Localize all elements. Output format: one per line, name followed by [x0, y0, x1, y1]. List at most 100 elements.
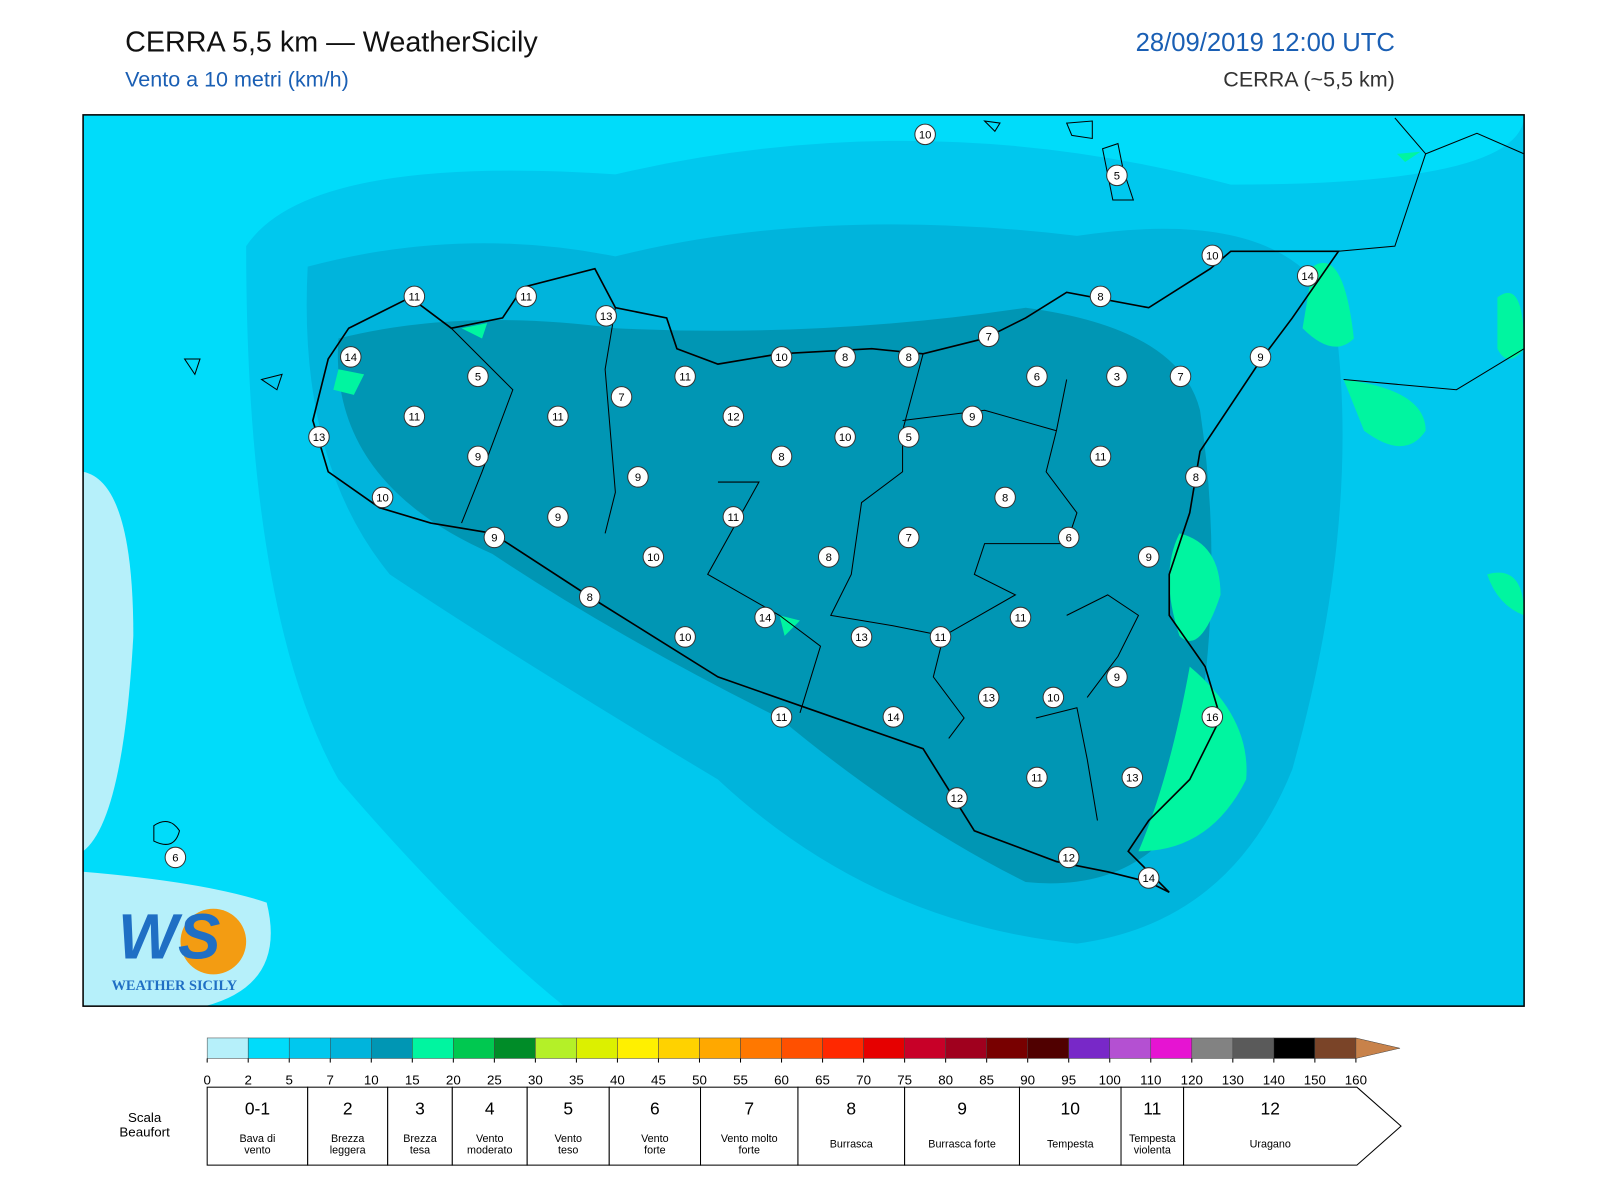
station-value: 14 — [887, 712, 900, 724]
station-value: 11 — [409, 291, 421, 303]
station-value: 12 — [951, 793, 964, 805]
station-marker — [642, 546, 665, 568]
colorbar-tick-label: 10 — [364, 1073, 379, 1088]
station-value: 10 — [679, 632, 692, 644]
beaufort-cell — [526, 1086, 610, 1166]
station-marker — [1106, 666, 1128, 688]
station-value: 13 — [600, 311, 613, 323]
colorbar-tick-label: 150 — [1304, 1073, 1326, 1088]
beaufort-label: Scala Beaufort — [119, 1109, 170, 1138]
colorbar-tick-label: 0 — [203, 1073, 210, 1088]
station-value: 14 — [759, 612, 772, 624]
station-value: 14 — [345, 352, 358, 364]
beaufort-force: 4 — [485, 1098, 495, 1118]
colorbar-tick-label: 130 — [1222, 1073, 1244, 1088]
station-marker — [1106, 164, 1128, 187]
station-value: 9 — [555, 512, 561, 524]
station-value: 8 — [842, 352, 848, 364]
station-marker — [754, 606, 776, 629]
colorbar-tick-label: 120 — [1181, 1073, 1203, 1088]
colorbar-bin — [740, 1037, 782, 1059]
station-marker — [1057, 846, 1080, 869]
station-value: 9 — [1257, 352, 1263, 364]
colorbar-bin — [945, 1037, 987, 1059]
datetime: 28/09/2019 12:00 UTC — [1136, 29, 1395, 57]
colorbar-tick-label: 30 — [528, 1073, 543, 1088]
station-marker — [1106, 365, 1128, 388]
station-marker — [770, 706, 793, 728]
station-marker — [850, 626, 873, 648]
logo-mark: WS — [118, 901, 220, 972]
colorbar-bin — [371, 1037, 413, 1059]
station-value: 5 — [1114, 170, 1120, 182]
colorbar-tick-label: 7 — [327, 1073, 334, 1088]
station-value: 11 — [1031, 772, 1043, 784]
colorbar-tick-label: 75 — [897, 1073, 912, 1088]
field — [83, 471, 134, 852]
station-marker — [1201, 244, 1224, 267]
station-value: 5 — [906, 432, 912, 444]
station-value: 11 — [552, 411, 564, 423]
colorbar-bin — [576, 1037, 618, 1059]
station-marker — [164, 846, 187, 869]
station-value: 11 — [1015, 612, 1027, 624]
beaufort-cell — [904, 1086, 1020, 1166]
station-marker — [1042, 686, 1065, 709]
colorbar-bin — [1068, 1037, 1110, 1059]
station-marker — [595, 305, 617, 327]
beaufort-name: Tempesta violenta — [1129, 1133, 1176, 1156]
station-marker — [929, 626, 952, 648]
colorbar-tick-label: 5 — [286, 1073, 293, 1088]
station-value: 13 — [313, 432, 326, 444]
station-value: 10 — [1047, 692, 1060, 704]
colorbar-bin — [1273, 1037, 1316, 1059]
station-marker — [770, 346, 793, 368]
station-marker — [578, 586, 601, 608]
station-value: 9 — [491, 532, 497, 544]
station-value: 7 — [986, 331, 992, 343]
station-value: 14 — [1301, 271, 1314, 283]
beaufort-name: Brezza tesa — [403, 1133, 436, 1156]
station-value: 6 — [1034, 371, 1040, 383]
station-marker — [1089, 445, 1112, 468]
colorbar-bin — [658, 1037, 700, 1059]
colorbar-bin — [617, 1037, 659, 1059]
colorbar-bin — [822, 1037, 864, 1059]
station-marker — [610, 386, 633, 408]
station-value: 10 — [919, 129, 932, 141]
station-value: 9 — [969, 411, 975, 423]
colorbar-bin — [494, 1037, 536, 1059]
colorbar-tick-label: 25 — [487, 1073, 502, 1088]
station-value: 7 — [618, 392, 624, 404]
station-value: 11 — [409, 411, 421, 423]
colorbar-bin — [863, 1037, 905, 1059]
station-value: 10 — [1206, 250, 1219, 262]
station-value: 6 — [1066, 532, 1072, 544]
beaufort-force: 8 — [846, 1098, 856, 1118]
station-marker — [674, 365, 696, 388]
station-marker — [882, 706, 905, 728]
station-marker — [1185, 466, 1207, 488]
colorbar-tick-label: 35 — [569, 1073, 584, 1088]
colorbar-tick-label: 20 — [446, 1073, 461, 1088]
model: CERRA (~5,5 km) — [1223, 68, 1395, 92]
station-marker — [1169, 365, 1192, 388]
station-value: 8 — [826, 552, 832, 564]
station-marker — [371, 486, 394, 509]
station-marker — [403, 405, 426, 428]
logo-sun — [180, 908, 247, 975]
station-value: 5 — [475, 371, 481, 383]
station-value: 9 — [1146, 552, 1152, 564]
station-marker — [977, 686, 1000, 709]
colorbar-tick-label: 15 — [405, 1073, 420, 1088]
station-value: 14 — [1142, 873, 1155, 885]
station-marker — [1089, 285, 1112, 308]
station-marker — [547, 405, 569, 428]
title: CERRA 5,5 km — WeatherSicily — [125, 27, 538, 59]
station-marker — [515, 285, 537, 308]
colorbar-bin — [1027, 1037, 1069, 1059]
colorbar-bin — [535, 1037, 577, 1059]
colorbar-bin — [206, 1037, 249, 1059]
colorbar-bin — [1314, 1037, 1357, 1059]
